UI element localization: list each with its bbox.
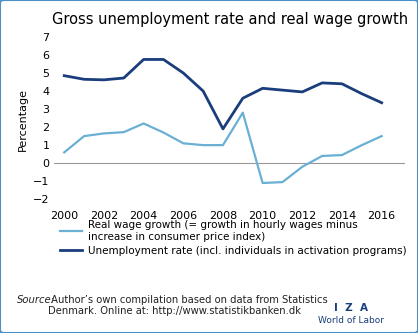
Text: I  Z  A: I Z A bbox=[334, 303, 368, 313]
Text: World of Labor: World of Labor bbox=[318, 316, 384, 325]
Title: Gross unemployment rate and real wage growth: Gross unemployment rate and real wage gr… bbox=[52, 12, 408, 27]
Text: Author’s own compilation based on data from Statistics
Denmark. Online at: http:: Author’s own compilation based on data f… bbox=[48, 295, 328, 316]
Text: Source:: Source: bbox=[17, 295, 55, 305]
Y-axis label: Percentage: Percentage bbox=[18, 88, 28, 152]
Legend: Real wage growth (= growth in hourly wages minus
increase in consumer price inde: Real wage growth (= growth in hourly wag… bbox=[59, 220, 406, 256]
